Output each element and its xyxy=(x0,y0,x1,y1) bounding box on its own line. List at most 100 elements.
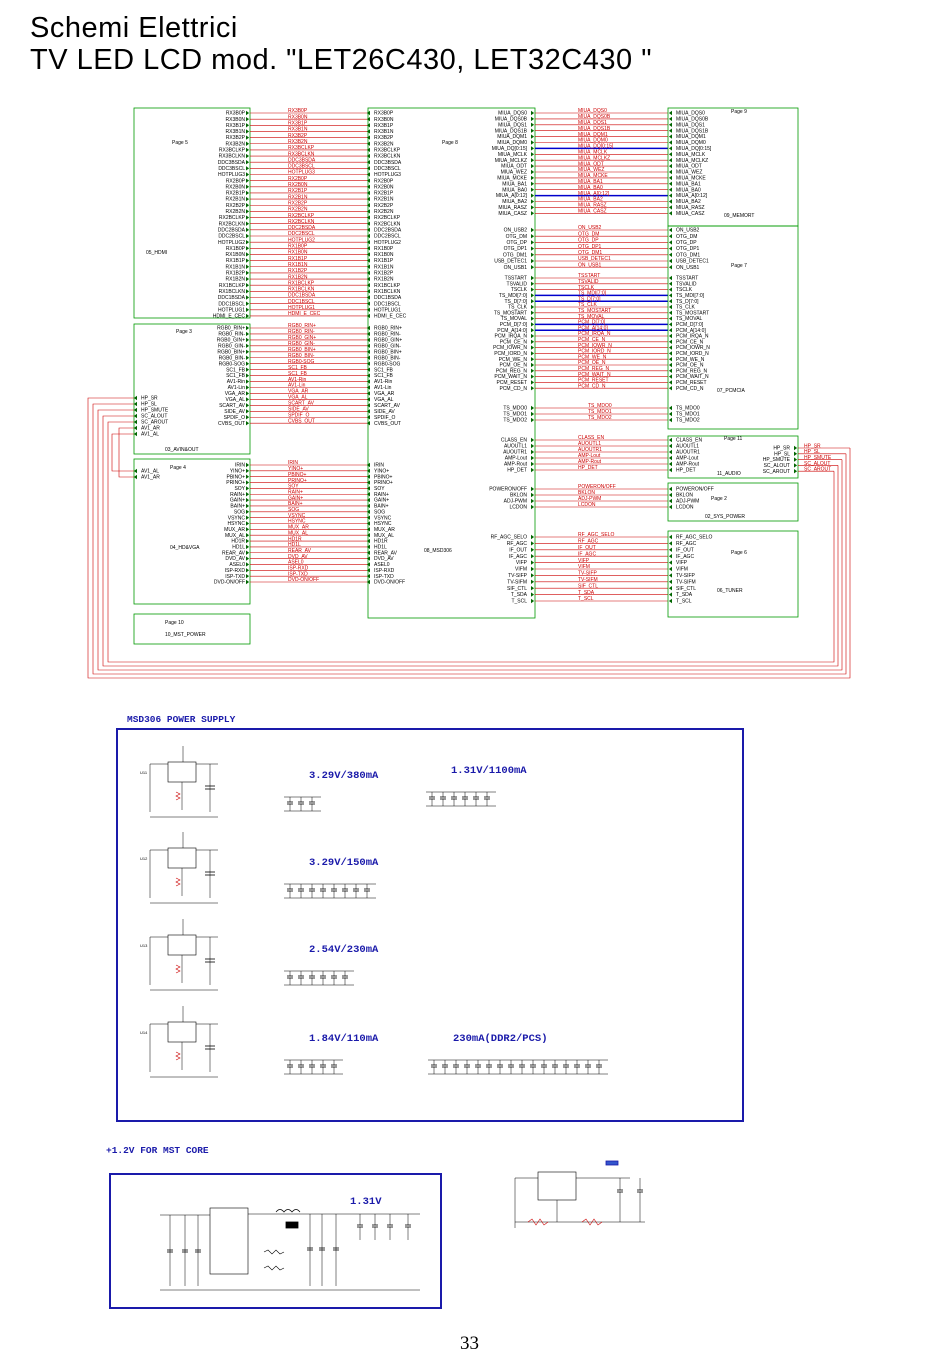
tuner-net-label: VIFM xyxy=(578,564,590,570)
audio-pin-label: AMP-Rout xyxy=(676,462,700,468)
msd-hdvga-pin-label: PRINO+ xyxy=(374,480,393,486)
hdmi-net-label: RX2B0N xyxy=(288,182,308,188)
regulator-ref: U12 xyxy=(140,856,148,861)
avin-pin-label: VGA_AR xyxy=(225,391,246,397)
pin-marker xyxy=(246,462,250,468)
pin-marker xyxy=(246,562,250,567)
pin-marker xyxy=(366,307,370,312)
hdmi-pin-label: RX1B2N xyxy=(226,277,246,283)
hdvga-net-label: YINO+ xyxy=(288,466,303,472)
avin-pin-label: RGB0_GIN- xyxy=(218,343,245,349)
pin-marker xyxy=(668,328,672,333)
msd-avin-pin-label: SC1_FB xyxy=(374,373,394,379)
resistor xyxy=(175,877,181,887)
pin-marker xyxy=(366,480,370,485)
pin-marker xyxy=(246,276,250,282)
hdmi-pin-label: RX2B2N xyxy=(226,209,246,215)
pin-marker xyxy=(531,592,535,597)
pin-marker xyxy=(366,129,370,134)
hdmi-net-label: RX2B2N xyxy=(288,207,308,213)
msd-hdmi-pin-label: RX1B2P xyxy=(374,271,394,277)
pin-marker xyxy=(366,385,370,390)
pin-marker xyxy=(531,492,535,498)
msd-usb-pin-label: OTG_DM xyxy=(506,234,527,240)
msd-avin-pin-label: RGB0_RIN- xyxy=(374,332,401,338)
hdvga-pin-label: HSYNC xyxy=(227,521,245,527)
tuner-block-name: 06_TUNER xyxy=(717,588,743,594)
mem-pin-label: MIUA_ODT xyxy=(676,164,702,170)
pin-marker xyxy=(366,550,370,555)
pin-marker xyxy=(531,504,535,510)
pin-marker xyxy=(531,566,535,572)
pin-marker xyxy=(531,443,535,449)
msd-usb-pin-label: ON_USB1 xyxy=(504,265,528,271)
rail-1v84-110: 1.84V/110mA xyxy=(309,1033,379,1045)
audio-net-label: CLASS_EN xyxy=(578,435,605,441)
ts-net-label: PCM_CE_N xyxy=(578,337,606,343)
avin-pin-label: RGB0_RIN- xyxy=(218,332,245,338)
msd-mem-pin-label: MIUA_CASZ xyxy=(498,211,527,217)
pin-marker xyxy=(366,415,370,420)
tuner-pin-label: VIFM xyxy=(676,567,688,573)
ts-net-label: PCM_RESET xyxy=(578,378,609,384)
mem-pin-label: MIUA_DQ[0:15] xyxy=(676,146,712,152)
pin-marker xyxy=(246,421,250,426)
pin-marker xyxy=(366,497,370,503)
msd-avin-pin-label: SCART_AV xyxy=(374,403,401,409)
msd-tuner-pin-label: RF_AGC xyxy=(507,541,528,547)
avin-page-label: Page 3 xyxy=(176,329,192,335)
pin-marker xyxy=(366,246,370,251)
pin-marker xyxy=(366,343,370,349)
pin-marker xyxy=(668,146,672,151)
pin-marker xyxy=(246,497,250,503)
loop-wire xyxy=(107,421,835,663)
mem-net-label: MIUA_DQS1 xyxy=(578,120,607,126)
avin-net-label: SC1_FB xyxy=(288,371,308,377)
pin-marker xyxy=(246,301,250,306)
avin-left-pin-label: AV1_AR xyxy=(141,426,160,432)
audio-net-label: AMP-Rout xyxy=(578,459,602,465)
avin-net-label: SIDE_AV xyxy=(288,407,309,413)
hdmi-pin-label: RX2B1P xyxy=(226,191,246,197)
pin-marker xyxy=(246,239,250,245)
hdmi-net-label: RX1BCLKN xyxy=(288,287,315,293)
regulator-ic xyxy=(167,761,197,783)
pin-marker xyxy=(133,419,137,425)
pcm-ts-pin-label: PCM_RESET xyxy=(676,380,707,386)
hdmi-pin-label: RX1B1P xyxy=(226,258,246,264)
avin-pin-label: SC1_FB xyxy=(226,367,246,373)
resistor xyxy=(527,1218,549,1226)
pin-marker xyxy=(366,123,370,128)
pcm-ts-pin-label: PCM_WAIT_N xyxy=(676,374,709,380)
msd-avin-pin-label: SIDE_AV xyxy=(374,409,395,415)
pin-marker xyxy=(668,368,672,373)
pin-marker xyxy=(366,573,370,579)
avin-net-label: SPDIF_O xyxy=(288,412,310,418)
pin-marker xyxy=(246,178,250,183)
page-subtitle: TV LED LCD mod. "LET26C430, LET32C430 " xyxy=(30,44,652,76)
audio-out-pin-label: HP_SL xyxy=(774,451,790,457)
pin-marker xyxy=(531,281,535,286)
pin-marker xyxy=(246,573,250,579)
pin-marker xyxy=(531,362,535,368)
hdmi-pin-label: RX3BCLKN xyxy=(219,154,246,160)
regulator-ref: U14 xyxy=(140,1030,148,1035)
msd-ts-pin-label: TSSTART xyxy=(505,276,527,282)
msd-syspower-pin-label: POWERON/OFF xyxy=(489,487,527,493)
msd-hdvga-pin-label: PBINO+ xyxy=(374,474,393,480)
audio-net-label: AUOUTL1 xyxy=(578,441,601,447)
resistor xyxy=(175,791,181,801)
resistor xyxy=(175,964,181,974)
tuner-pin-label: TV-SIFM xyxy=(676,579,696,585)
pin-marker xyxy=(668,554,672,559)
hdvga-pin-label: HD1R xyxy=(231,539,245,545)
audio-out-net-label: HP_SL xyxy=(804,449,820,455)
pin-marker xyxy=(531,116,535,122)
msd-ts-pin-label: TSCLK xyxy=(511,287,528,293)
msd-mem-pin-label: MIUA_A[0:12] xyxy=(496,193,528,199)
pcm-ts-pin-label: TS_MOSTART xyxy=(676,310,709,316)
pin-marker xyxy=(246,379,250,384)
core-frame xyxy=(109,1173,442,1309)
tuner-pin-label: RF_AGC_SELO xyxy=(676,535,713,541)
pin-marker xyxy=(246,349,250,354)
